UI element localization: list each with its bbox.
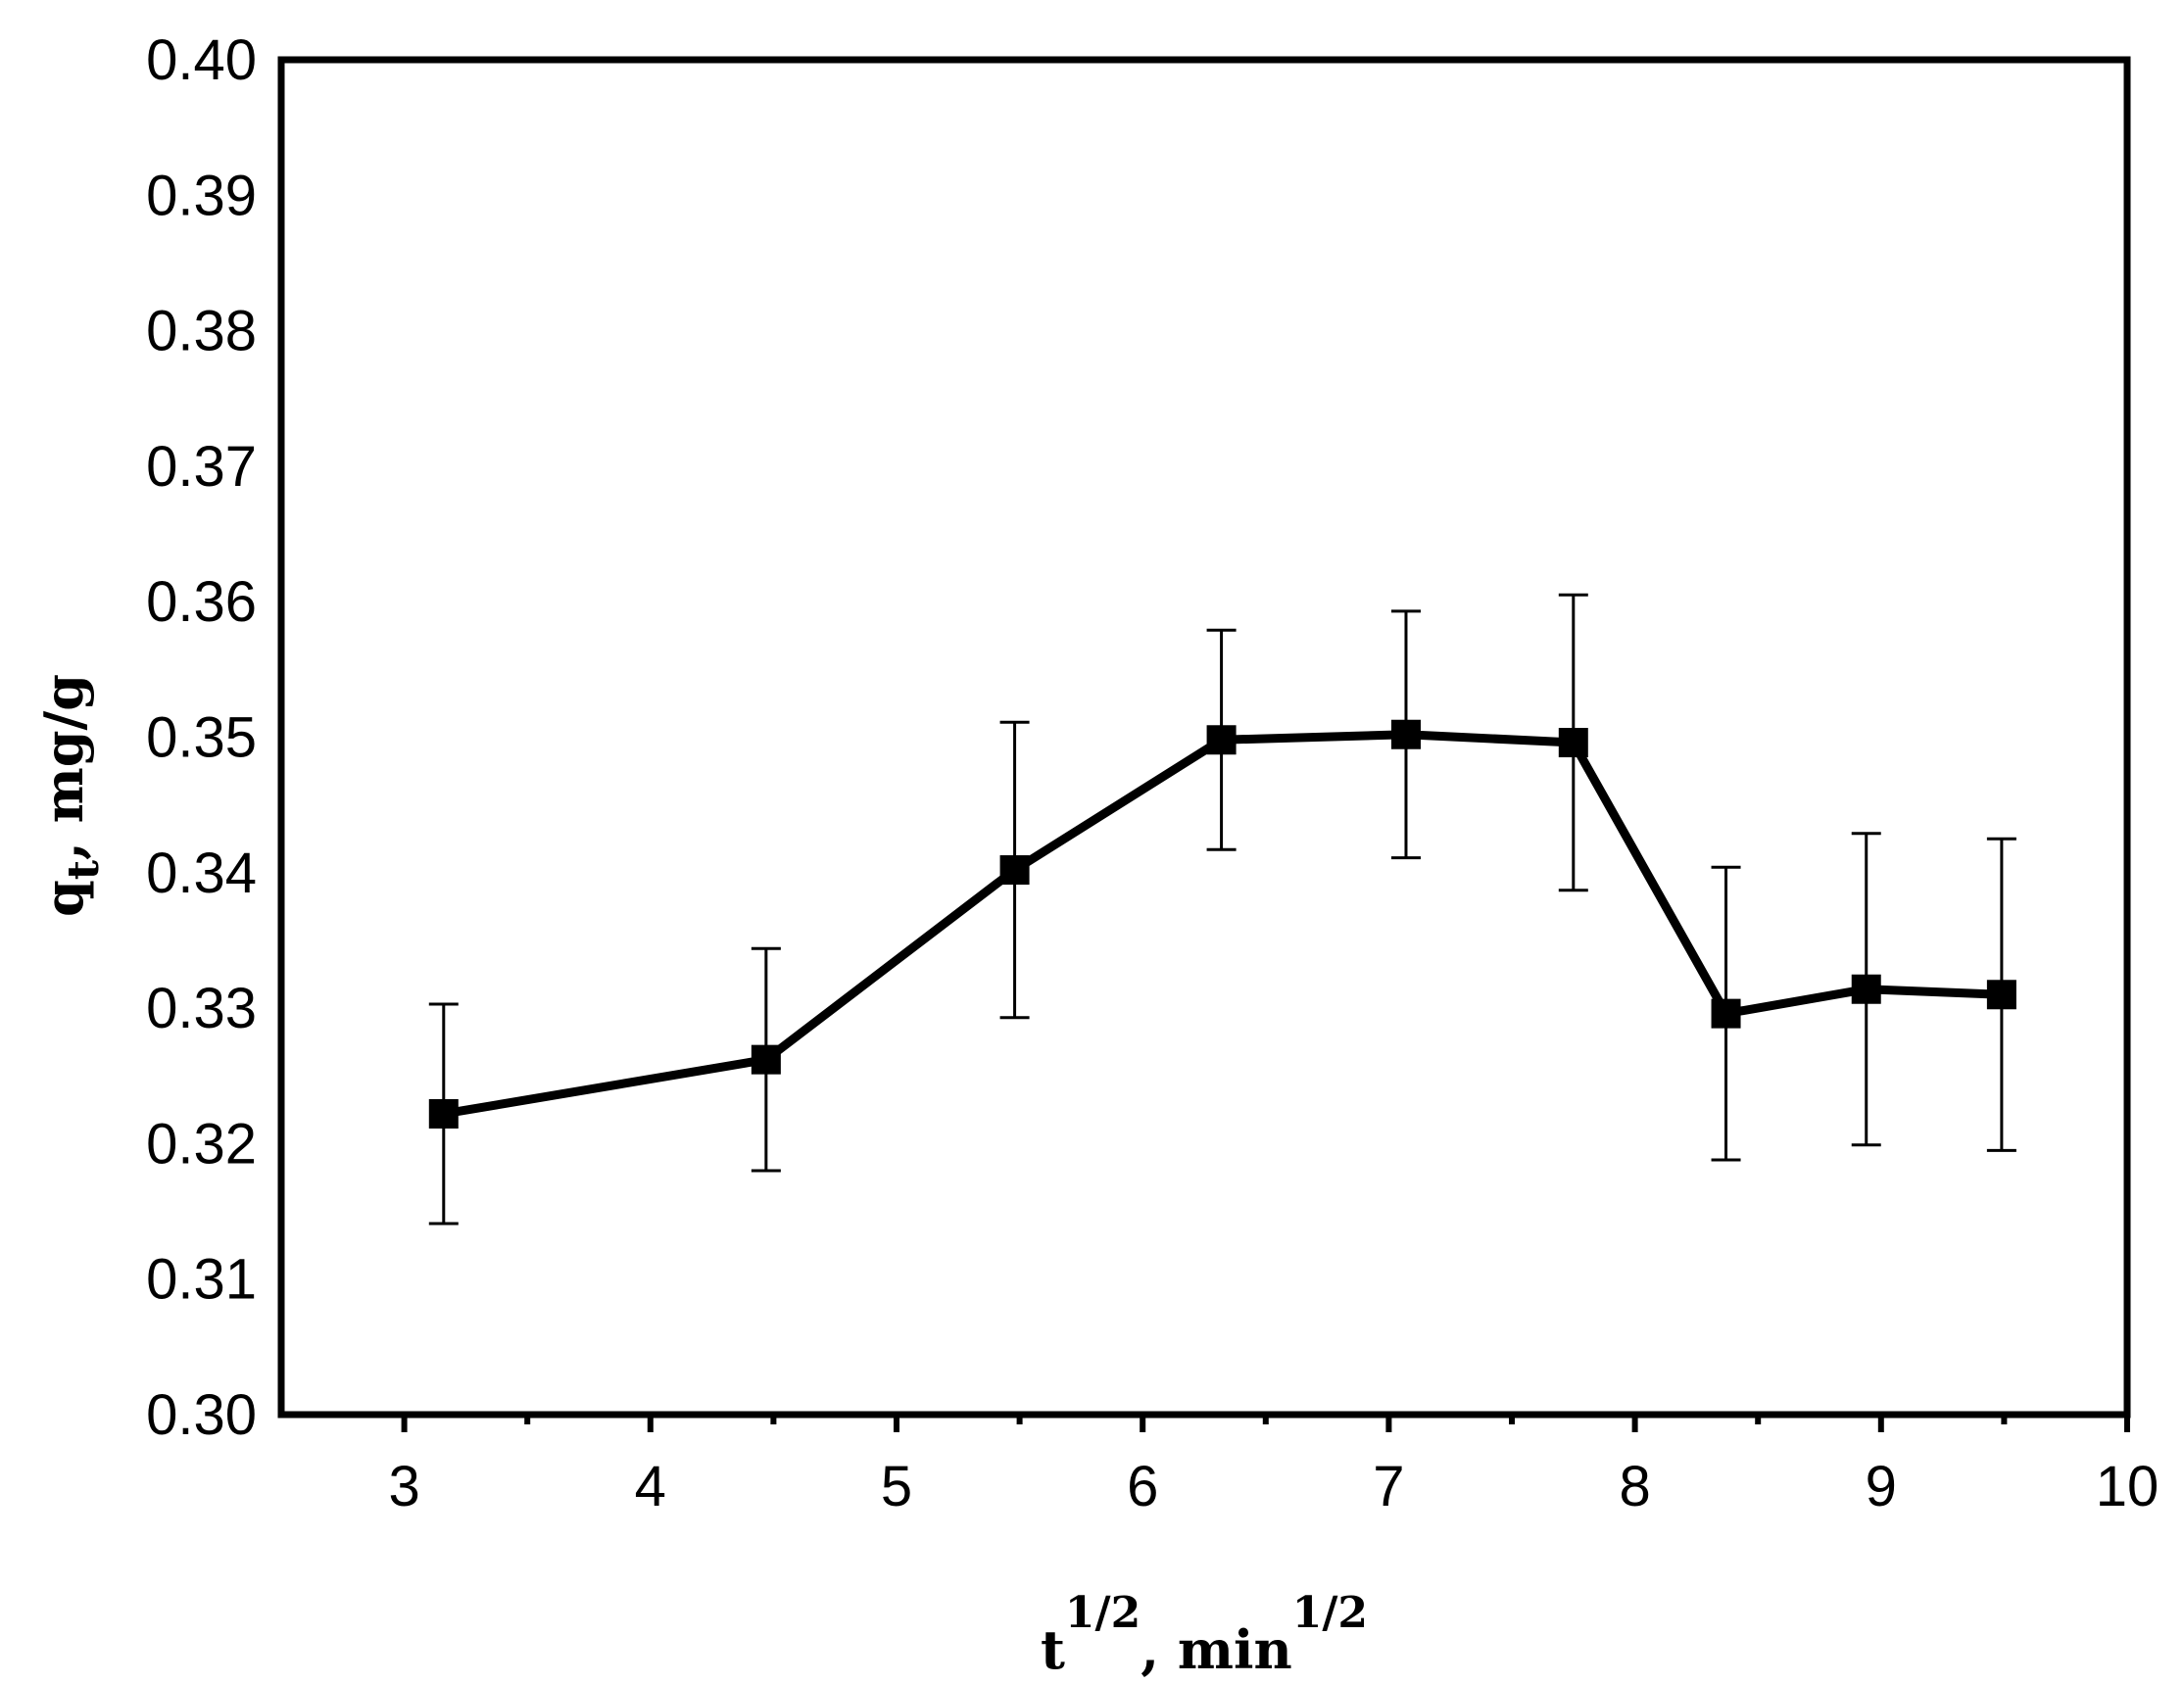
x-tick-label: 7 (1373, 1455, 1404, 1518)
data-point-marker (1851, 974, 1881, 1004)
y-tick-label: 0.34 (146, 842, 257, 905)
data-point-marker (999, 855, 1030, 886)
x-axis-ticks: 3 4 5 6 7 8 9 10 (388, 1415, 2159, 1518)
x-tick-label: 6 (1127, 1455, 1158, 1518)
x-axis-title-base-superscript: 1/2 (1065, 1588, 1141, 1638)
y-tick-label: 0.38 (146, 300, 257, 363)
y-tick-label: 0.37 (146, 435, 257, 499)
data-point-marker (1986, 980, 2016, 1010)
y-tick-label: 0.39 (146, 164, 257, 227)
y-axis-title: qt, mg/g (32, 674, 109, 917)
plot-area-frame (277, 56, 2131, 1419)
y-tick-label: 0.35 (146, 706, 257, 770)
y-tick-label: 0.30 (146, 1383, 257, 1447)
y-axis-title-base: q (32, 880, 95, 917)
data-point-marker (428, 1098, 459, 1129)
x-axis-title: t1/2, min1/2 (1041, 1588, 1368, 1681)
data-point-marker (1390, 719, 1421, 749)
y-tick-label: 0.31 (146, 1248, 257, 1312)
y-tick-label: 0.32 (146, 1112, 257, 1176)
x-tick-label: 5 (881, 1455, 912, 1518)
y-axis-title-unit: , mg/g (32, 674, 95, 860)
x-tick-label: 9 (1866, 1455, 1897, 1518)
data-point-marker (1206, 725, 1237, 755)
y-axis-title-subscript: t (59, 859, 109, 880)
data-point-marker (751, 1044, 781, 1075)
y-tick-label: 0.40 (146, 28, 257, 92)
x-axis-title-unit-superscript: 1/2 (1292, 1588, 1368, 1638)
y-tick-label: 0.36 (146, 570, 257, 634)
x-tick-label: 4 (635, 1455, 666, 1518)
data-point-marker (1711, 998, 1741, 1029)
x-tick-label: 3 (388, 1455, 419, 1518)
x-tick-label: 8 (1619, 1455, 1650, 1518)
y-tick-label: 0.33 (146, 977, 257, 1040)
x-axis-title-base: t (1041, 1618, 1065, 1681)
x-tick-label: 10 (2096, 1455, 2160, 1518)
error-bars (428, 593, 2016, 1226)
x-axis-title-unit: , min (1141, 1618, 1292, 1681)
data-point-marker (1558, 728, 1588, 758)
data-points (428, 719, 2016, 1129)
y-axis-ticks: 0.30 0.31 0.32 0.33 0.34 0.35 0.36 0.37 0.38 0.39… (146, 28, 257, 1447)
